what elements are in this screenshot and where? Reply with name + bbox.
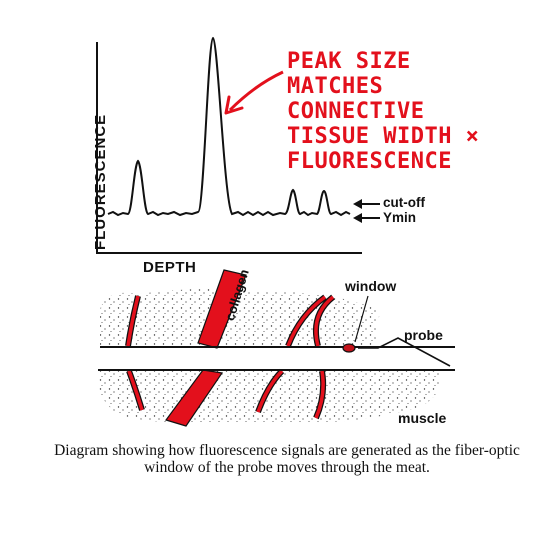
window-label: window xyxy=(345,278,397,294)
ymin-arrow-icon xyxy=(353,213,380,223)
probe-label: probe xyxy=(404,327,443,343)
probe xyxy=(98,337,455,371)
peak-annotation: PEAK SIZE MATCHES CONNECTIVE TISSUE WIDT… xyxy=(287,49,480,174)
muscle-label: muscle xyxy=(398,410,447,426)
figure-caption: Diagram showing how fluorescence signals… xyxy=(54,442,520,476)
muscle-tissue xyxy=(97,288,441,424)
collagen-strands xyxy=(125,269,335,427)
cutoff-label: cut-off xyxy=(383,195,425,210)
graph-axes xyxy=(96,42,362,254)
ymin-label: Ymin xyxy=(383,210,417,225)
x-axis-label: DEPTH xyxy=(143,259,197,276)
fiber-optic-window xyxy=(342,295,369,353)
cutoff-arrow-icon xyxy=(353,199,380,209)
fluorescence-trace xyxy=(107,36,351,217)
annotation-arrow xyxy=(224,70,284,115)
y-axis-label: FLUORESCENCE xyxy=(92,113,109,250)
